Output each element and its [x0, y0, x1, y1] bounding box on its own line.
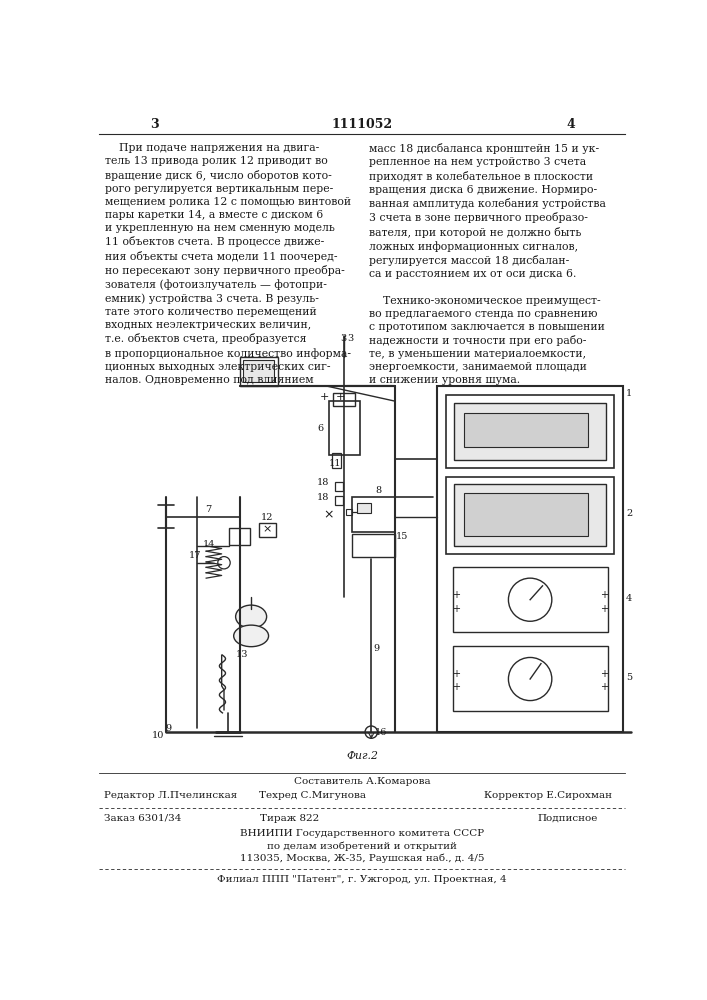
Text: 14: 14 — [203, 540, 216, 549]
Text: 9: 9 — [166, 724, 172, 733]
Text: Составитель А.Комарова: Составитель А.Комарова — [293, 777, 431, 786]
Text: 1111052: 1111052 — [332, 118, 392, 131]
Text: +: + — [600, 604, 609, 614]
Text: Редактор Л.Пчелинская: Редактор Л.Пчелинская — [104, 791, 237, 800]
Text: 16: 16 — [375, 728, 387, 737]
Text: ×: × — [323, 509, 334, 522]
Text: +: + — [336, 392, 345, 402]
Bar — [437, 386, 623, 732]
Text: +: + — [452, 669, 460, 679]
Text: ВНИИПИ Государственного комитета СССР: ВНИИПИ Государственного комитета СССР — [240, 829, 484, 838]
Text: Подписное: Подписное — [538, 814, 598, 823]
Text: +: + — [452, 590, 460, 600]
Bar — [230, 528, 250, 545]
Text: 7: 7 — [204, 505, 211, 514]
Bar — [464, 493, 588, 536]
Text: 12: 12 — [260, 513, 273, 522]
Bar — [259, 523, 276, 537]
Text: 3: 3 — [340, 334, 346, 343]
Text: 1: 1 — [626, 389, 633, 398]
Text: Филиал ППП "Патент", г. Ужгород, ул. Проектная, 4: Филиал ППП "Патент", г. Ужгород, ул. Про… — [217, 875, 507, 884]
Bar — [464, 413, 588, 447]
Bar — [352, 534, 395, 557]
Bar — [452, 567, 607, 632]
Text: 10: 10 — [152, 731, 164, 740]
Text: Тираж 822: Тираж 822 — [260, 814, 320, 823]
Text: 9: 9 — [373, 644, 380, 653]
Text: ×: × — [263, 525, 272, 535]
Text: 18: 18 — [317, 493, 329, 502]
Text: Корректор Е.Сирохман: Корректор Е.Сирохман — [484, 791, 612, 800]
Text: Техред С.Мигунова: Техред С.Мигунова — [259, 791, 366, 800]
Bar — [243, 360, 274, 382]
Text: +: + — [600, 682, 609, 692]
Bar — [346, 509, 352, 515]
Bar — [335, 496, 343, 505]
Text: 8: 8 — [375, 486, 381, 495]
Text: 11: 11 — [329, 459, 341, 468]
Text: +: + — [600, 590, 609, 600]
Text: по делам изобретений и открытий: по делам изобретений и открытий — [267, 841, 457, 851]
Bar — [329, 401, 360, 455]
Ellipse shape — [235, 605, 267, 628]
Text: Фиг.2: Фиг.2 — [346, 751, 378, 761]
Text: 18: 18 — [317, 478, 329, 487]
Text: 4: 4 — [566, 118, 575, 131]
Bar — [333, 393, 355, 406]
Text: 3: 3 — [347, 334, 354, 343]
Text: 113035, Москва, Ж-35, Раушская наб., д. 4/5: 113035, Москва, Ж-35, Раушская наб., д. … — [240, 854, 484, 863]
Text: 6: 6 — [317, 424, 324, 433]
Bar — [454, 484, 606, 546]
Text: 17: 17 — [189, 551, 201, 560]
Bar — [332, 453, 341, 468]
Text: При подаче напряжения на двига-
тель 13 привода ролик 12 приводит во
вращение ди: При подаче напряжения на двига- тель 13 … — [105, 143, 351, 385]
Text: 2: 2 — [626, 509, 633, 518]
Bar — [357, 503, 371, 513]
Bar — [352, 497, 395, 532]
Text: 5: 5 — [626, 673, 632, 682]
Text: 3: 3 — [150, 118, 158, 131]
Text: Заказ 6301/34: Заказ 6301/34 — [104, 814, 181, 823]
Text: +: + — [452, 604, 460, 614]
Text: 13: 13 — [235, 650, 248, 659]
Bar — [454, 403, 606, 460]
Bar — [446, 477, 614, 554]
Ellipse shape — [234, 625, 269, 647]
Bar — [240, 357, 279, 386]
Text: +: + — [452, 682, 460, 692]
Bar — [446, 395, 614, 468]
Text: масс 18 дисбаланса кронштейн 15 и ук-
репленное на нем устройство 3 счета
приход: масс 18 дисбаланса кронштейн 15 и ук- ре… — [369, 143, 606, 385]
Bar — [452, 646, 607, 711]
Bar — [335, 482, 343, 491]
Text: 15: 15 — [396, 532, 409, 541]
Text: +: + — [320, 392, 329, 402]
Text: 4: 4 — [626, 594, 633, 603]
Text: +: + — [600, 669, 609, 679]
